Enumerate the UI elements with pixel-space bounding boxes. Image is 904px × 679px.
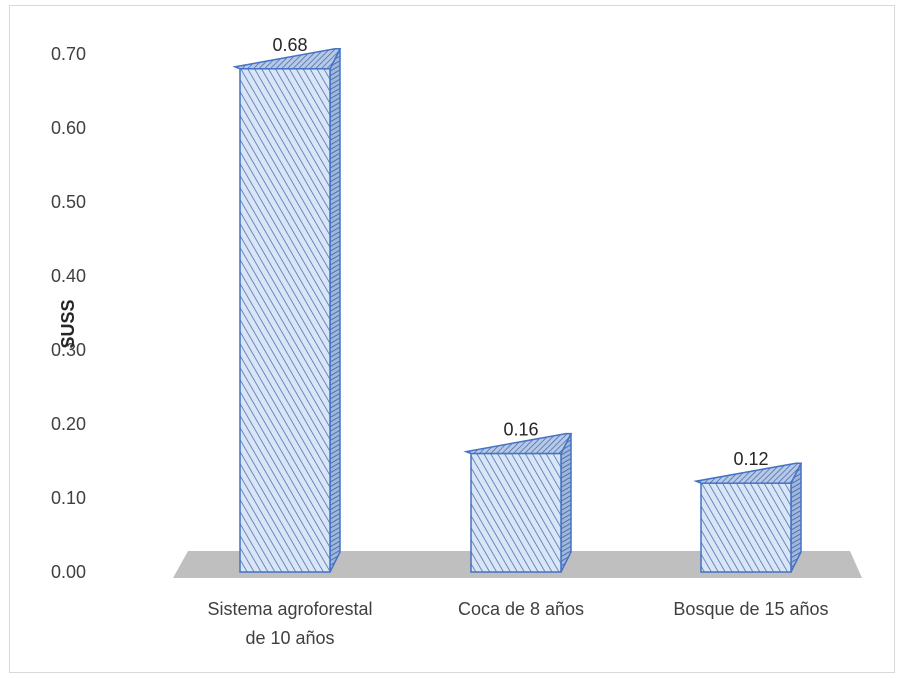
y-tick-label: 0.30 [51,340,86,360]
bar-side-face [329,48,341,573]
bar-front-face [470,452,562,573]
data-label: 0.16 [503,420,538,440]
data-label: 0.12 [733,449,768,469]
category-label-line: Sistema agroforestal [207,599,372,619]
bar-chart: 0.00 0.10 0.20 0.30 0.40 0.50 0.60 0.70 SUSS 0.6… [51,35,862,648]
category-label: Bosque de 15 años [673,599,828,619]
bar [232,48,342,573]
category-label: Sistema agroforestal de 10 años [207,599,372,648]
category-label-line: de 10 años [245,628,334,648]
y-tick-label: 0.70 [51,44,86,64]
category-label: Coca de 8 años [458,599,584,619]
y-tick-label: 0.10 [51,488,86,508]
category-label-line: Coca de 8 años [458,599,584,619]
bar-front-face [239,68,331,573]
y-tick-label: 0.60 [51,118,86,138]
data-label: 0.68 [272,35,307,55]
bar-front-face [700,482,792,573]
chart-frame: 0.00 0.10 0.20 0.30 0.40 0.50 0.60 0.70 SUSS 0.6… [9,5,895,673]
bar [463,432,573,573]
bar [693,462,803,573]
y-tick-label: 0.50 [51,192,86,212]
category-label-line: Bosque de 15 años [673,599,828,619]
bar-side-face [560,433,572,573]
y-axis-title: SUSS [58,299,78,348]
y-tick-label: 0.20 [51,414,86,434]
y-tick-label: 0.00 [51,562,86,582]
y-tick-label: 0.40 [51,266,86,286]
